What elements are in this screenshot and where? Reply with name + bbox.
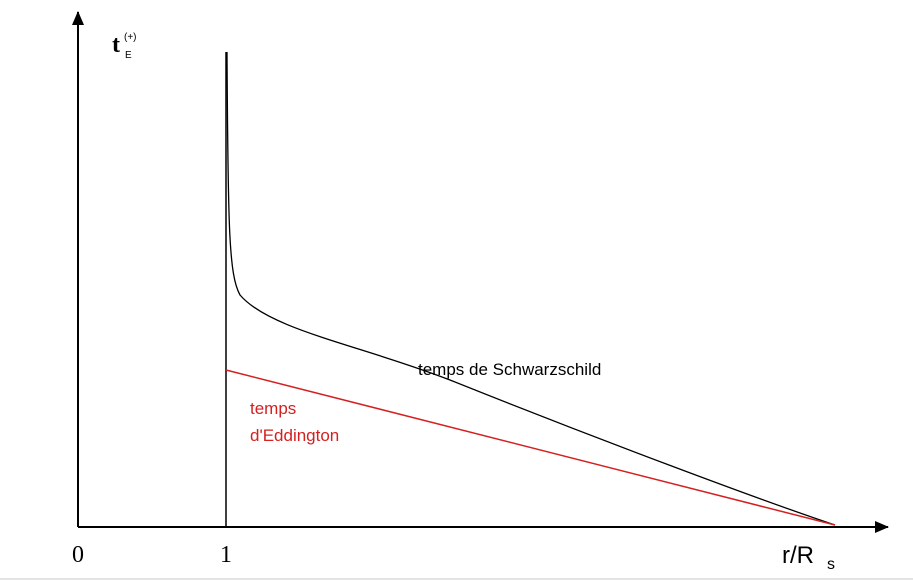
y-label: t xyxy=(112,32,120,58)
curve-label: temps de Schwarzschild xyxy=(418,360,601,379)
x-label: r/R xyxy=(782,542,814,569)
y-label-sup: (+) xyxy=(124,32,137,43)
schwarzschild-curve xyxy=(226,51,836,526)
eddington-line xyxy=(225,369,836,526)
x-tick-label: 1 xyxy=(220,542,232,568)
curve-label: d'Eddington xyxy=(250,426,339,445)
x-label-sub: s xyxy=(827,556,835,573)
y-label-sub: E xyxy=(125,50,132,61)
x-tick-label: 0 xyxy=(72,542,84,568)
curve-label: temps xyxy=(250,399,296,418)
